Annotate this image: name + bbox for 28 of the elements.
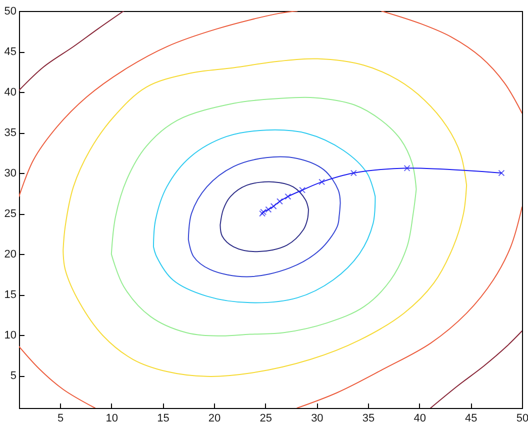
y-tick-label: 50 (4, 6, 16, 18)
y-tick-label: 40 (4, 86, 16, 99)
x-tick-label: 10 (106, 412, 118, 424)
x-tick-label: 45 (465, 412, 478, 424)
y-tick-label: 10 (4, 330, 16, 342)
point (318, 178, 326, 186)
x-tick-label: 30 (311, 412, 324, 424)
y-tick-label: 30 (4, 168, 16, 180)
x-tick-label: 40 (414, 412, 426, 424)
y-tick-label: 45 (4, 46, 16, 58)
x-tick-label: 20 (208, 412, 221, 424)
point (498, 170, 505, 176)
point (299, 186, 306, 194)
x-tick-label: 15 (157, 412, 170, 424)
y-tick-label: 25 (4, 208, 16, 220)
y-tick-label: 5 (10, 370, 16, 382)
point (284, 193, 292, 200)
y-tick-label: 20 (4, 248, 16, 261)
point (404, 164, 410, 172)
x-tick-label: 50 (516, 412, 528, 424)
x-tick-label: 35 (362, 412, 375, 424)
x-tick-label: 5 (58, 412, 64, 424)
point (276, 198, 283, 205)
y-tick-label: 15 (4, 289, 16, 302)
y-tick-label: 35 (4, 127, 16, 140)
x-tick-label: 25 (260, 412, 272, 424)
point (350, 170, 357, 176)
point (270, 203, 277, 210)
